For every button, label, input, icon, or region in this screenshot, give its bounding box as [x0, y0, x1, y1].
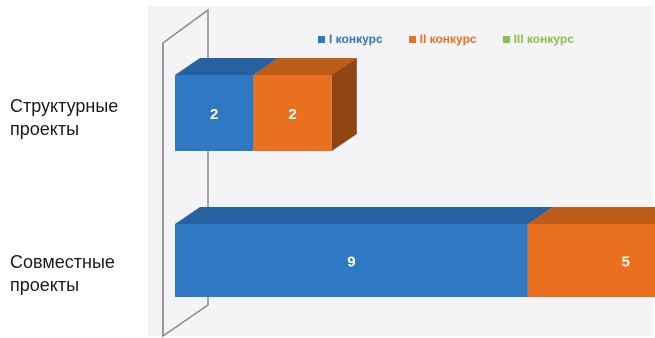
legend-label-3: III конкурс [513, 32, 574, 46]
legend-item-2: II конкурс [408, 32, 477, 46]
data-label-1-1: 5 [622, 254, 630, 271]
category-label-joint: Совместные проекты [10, 252, 115, 295]
legend-item-3: III конкурс [502, 32, 574, 46]
legend-label-1: I конкурс [329, 32, 383, 46]
legend-swatch-2 [408, 35, 416, 43]
data-label-0-1: 2 [288, 106, 296, 123]
legend-item-1: I конкурс [318, 32, 383, 46]
bar-top-1-0 [175, 207, 553, 224]
legend-label-2: II конкурс [419, 32, 477, 46]
bar-0-1 [253, 75, 332, 151]
data-label-0-0: 2 [210, 106, 218, 123]
legend-swatch-1 [318, 35, 325, 43]
bar-1-1 [527, 224, 655, 297]
bar-0-0 [175, 75, 254, 151]
data-label-1-0: 9 [347, 254, 355, 271]
bar-1-0 [175, 224, 528, 297]
bar-side-0-1 [331, 58, 357, 151]
bar-top-1-1 [527, 207, 655, 224]
category-label-structural: Структурные проекты [10, 96, 119, 139]
bar-top-0-1 [253, 58, 357, 75]
bar-top-0-0 [175, 58, 279, 75]
legend: I конкурс II конкурс III конкурс [318, 32, 574, 46]
legend-swatch-3 [502, 35, 510, 43]
